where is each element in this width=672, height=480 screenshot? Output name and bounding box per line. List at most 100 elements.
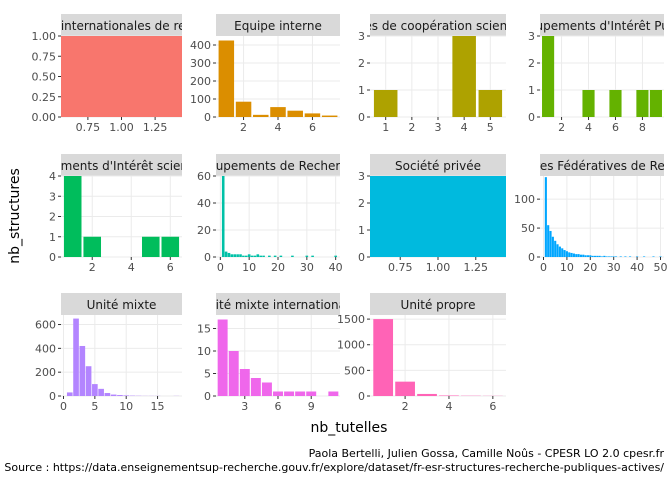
bar [79, 345, 86, 396]
bar [373, 90, 398, 117]
bar [328, 391, 339, 396]
bar [649, 90, 662, 117]
bar [73, 318, 79, 396]
bar [544, 177, 547, 257]
bar [110, 394, 117, 396]
bar [629, 256, 632, 257]
y-tick-label: 4 [49, 170, 56, 183]
bar [268, 255, 271, 257]
facet-strip-title: Groupements d'Intérêt Public [514, 19, 672, 33]
bar [63, 176, 82, 257]
bar [563, 250, 566, 257]
y-tick-label: 100 [514, 193, 535, 206]
bar [239, 369, 250, 396]
bar [549, 230, 552, 257]
y-tick-label: 400 [190, 39, 211, 52]
bar [542, 36, 555, 117]
facet-strip [370, 293, 506, 315]
x-tick-label: 4 [585, 121, 592, 134]
facet-groupements-d-interet-public: Groupements d'Intérêt Public 0 1 2 3 2 4 6 8 [514, 14, 672, 134]
bar [556, 244, 559, 257]
y-tick-label: 500 [344, 364, 365, 377]
x-tick-label: 1 [382, 121, 389, 134]
x-tick-label: 40 [630, 261, 644, 274]
bar [589, 255, 592, 257]
y-tick-label: 3 [528, 30, 535, 43]
y-tick-label: 2 [528, 57, 535, 70]
bar [141, 236, 160, 257]
x-tick-label: 2 [402, 400, 409, 413]
x-tick-label: 4 [128, 261, 135, 274]
y-tick-label: 1000 [337, 339, 365, 352]
facet-strip [61, 14, 182, 36]
y-axis-title: nb_structures [7, 168, 23, 264]
y-tick-label: 200 [190, 75, 211, 88]
bar [61, 36, 182, 117]
x-tick-label: 0 [540, 261, 547, 274]
x-tick-label: 8 [639, 121, 646, 134]
bar [256, 254, 260, 257]
y-tick-label: 15 [197, 323, 211, 336]
bar [279, 255, 283, 257]
bar [600, 256, 604, 257]
x-tick-label: 0.75 [388, 261, 413, 274]
facet-equipes-internationales-de-recherche: Équipes internationales de recherche 0.00… [32, 14, 182, 134]
facet-societe-privee: Société privée 0 1 2 3 0.75 1.00 1.25 [358, 154, 506, 274]
x-tick-label: 6 [612, 121, 619, 134]
bar [295, 391, 306, 396]
y-tick-label: 3 [358, 170, 365, 183]
facet-strip [540, 14, 664, 36]
bar [98, 388, 104, 396]
y-tick-label: 0 [528, 111, 535, 124]
facet-equipe-interne: Equipe interne 0 100 200 300 400 2 4 6 [190, 14, 340, 134]
bar [228, 351, 239, 396]
x-tick-label: 30 [607, 261, 621, 274]
y-tick-label: 100 [190, 93, 211, 106]
x-tick-label: 50 [653, 261, 667, 274]
x-tick-label: 0 [217, 261, 224, 274]
y-tick-label: 3 [358, 30, 365, 43]
y-tick-label: 0 [49, 390, 56, 403]
bar [579, 254, 582, 257]
bar [242, 255, 245, 257]
x-tick-label: 20 [271, 261, 285, 274]
y-tick-label: 20 [197, 224, 211, 237]
y-tick-label: 1.00 [32, 30, 57, 43]
bar [395, 381, 415, 396]
bar [582, 90, 595, 117]
bar [66, 392, 73, 396]
facet-strip-title: Équipes de coopération scientifique [331, 18, 546, 33]
credit-caption: Paola Bertelli, Julien Gossa, Camille No… [309, 447, 665, 460]
y-tick-label: 5 [204, 368, 211, 381]
bar [593, 255, 597, 257]
facet-groupements-d-interet-scientifique: Groupements d'Intérêt scientifique 0 1 2 3 4 2… [49, 154, 182, 274]
facet-strip-title: Unité mixte internationale [199, 298, 356, 312]
facet-structures-federatives-de-recherche: Structures Fédératives de Recherche 0 50 10… [514, 154, 667, 274]
bar [244, 255, 248, 257]
y-tick-label: 0 [358, 390, 365, 403]
bar [221, 176, 225, 257]
y-tick-label: 2 [358, 57, 365, 70]
bar [161, 236, 180, 257]
bar [636, 256, 639, 257]
bar [582, 254, 585, 257]
bar [452, 36, 476, 117]
x-tick-label: 0 [60, 400, 67, 413]
bar [321, 115, 338, 117]
bar [561, 248, 564, 257]
bar [614, 256, 618, 257]
bar [262, 255, 265, 257]
y-tick-label: 2 [358, 197, 365, 210]
facet-strip-title: Unité propre [401, 298, 476, 312]
bar [305, 255, 309, 257]
y-tick-label: 0 [49, 251, 56, 264]
bar [247, 254, 251, 257]
bar [575, 254, 578, 257]
x-tick-label: 2 [408, 121, 415, 134]
x-tick-label: 10 [119, 400, 133, 413]
y-tick-label: 600 [35, 319, 56, 332]
x-tick-label: 5 [487, 121, 494, 134]
bar [370, 176, 506, 257]
facet-strip [370, 14, 506, 36]
facet-equipes-de-cooperation-scientifique: Équipes de coopération scientifique 0 1 2 3 1… [331, 14, 546, 134]
